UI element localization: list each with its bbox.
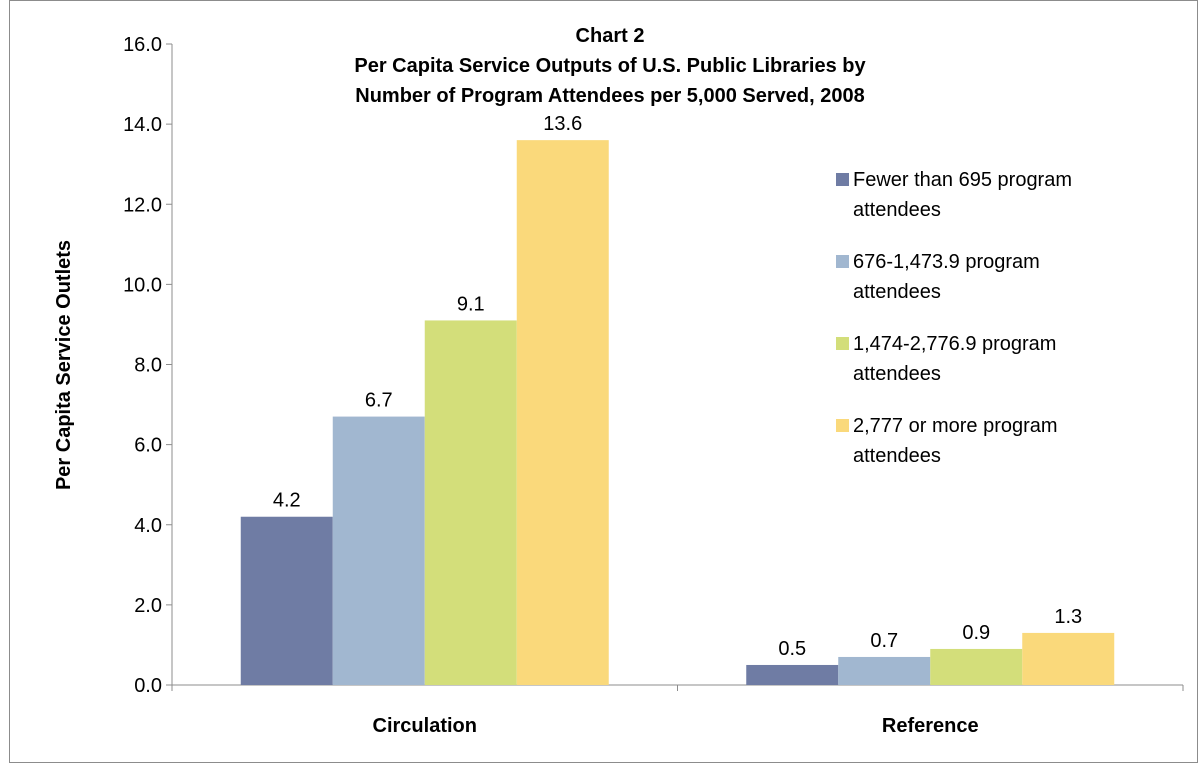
legend-label: attendees — [853, 363, 941, 385]
legend-label: 676-1,473.9 program — [853, 251, 1040, 273]
y-tick-label: 2.0 — [134, 595, 162, 617]
legend-swatch — [836, 255, 849, 268]
bar — [240, 516, 333, 685]
data-label: 0.5 — [778, 638, 806, 660]
data-label: 9.1 — [457, 293, 485, 315]
legend-label: attendees — [853, 281, 941, 303]
chart-title: Chart 2 — [576, 25, 645, 47]
bar — [424, 320, 517, 685]
bar — [930, 648, 1023, 685]
legend-label: Fewer than 695 program — [853, 169, 1072, 191]
y-tick-label: 16.0 — [123, 34, 162, 56]
y-axis-label: Per Capita Service Outlets — [53, 240, 75, 490]
legend-label: attendees — [853, 199, 941, 221]
bar — [332, 416, 425, 685]
y-tick-label: 10.0 — [123, 274, 162, 296]
x-category-label: Reference — [882, 715, 979, 737]
bar — [838, 656, 931, 685]
y-tick-label: 12.0 — [123, 194, 162, 216]
x-category-label: Circulation — [373, 715, 477, 737]
data-label: 6.7 — [365, 390, 393, 412]
legend-label: attendees — [853, 445, 941, 467]
y-tick-label: 6.0 — [134, 435, 162, 457]
legend-swatch — [836, 173, 849, 186]
legend-label: 1,474-2,776.9 program — [853, 333, 1056, 355]
bar — [746, 664, 839, 685]
data-label: 0.9 — [962, 622, 990, 644]
data-label: 0.7 — [870, 630, 898, 652]
chart-subtitle-line-2: Number of Program Attendees per 5,000 Se… — [355, 85, 864, 107]
legend-swatch — [836, 337, 849, 350]
bar — [516, 140, 609, 685]
bar — [1022, 632, 1115, 685]
legend-label: 2,777 or more program — [853, 415, 1058, 437]
y-tick-label: 8.0 — [134, 355, 162, 377]
data-label: 1.3 — [1054, 606, 1082, 628]
data-label: 4.2 — [273, 490, 301, 512]
y-tick-label: 0.0 — [134, 675, 162, 697]
chart-subtitle-line-1: Per Capita Service Outputs of U.S. Publi… — [354, 55, 866, 77]
legend-swatch — [836, 419, 849, 432]
y-tick-label: 4.0 — [134, 515, 162, 537]
y-tick-label: 14.0 — [123, 114, 162, 136]
data-label: 13.6 — [543, 113, 582, 135]
